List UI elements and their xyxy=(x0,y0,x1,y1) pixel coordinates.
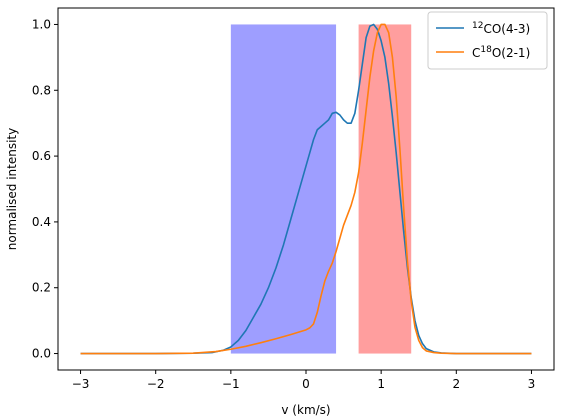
y-tick-label: 0.4 xyxy=(32,215,51,229)
shaded-band-1 xyxy=(230,24,337,354)
y-axis-label: normalised intensity xyxy=(5,128,19,250)
y-axis-ticks: 0.0 0.2 0.4 0.6 0.8 1.0 xyxy=(32,17,58,361)
series-line-2 xyxy=(80,23,532,355)
legend-label-2: C18O(2-1) xyxy=(472,45,530,60)
x-tick-label: 0 xyxy=(302,377,310,391)
legend-box xyxy=(427,11,548,70)
y-tick-label: 0.6 xyxy=(32,149,51,163)
x-tick-label: 2 xyxy=(452,377,460,391)
x-tick-label: −3 xyxy=(72,377,90,391)
x-axis-label: v (km/s) xyxy=(281,403,330,417)
y-tick-label: 1.0 xyxy=(32,17,51,31)
x-axis-ticks: −3 −2 −1 0 1 2 3 xyxy=(72,370,536,391)
y-tick-label: 0.8 xyxy=(32,83,51,97)
legend-label-1: 12CO(4-3) xyxy=(472,21,530,36)
x-tick-label: −1 xyxy=(222,377,240,391)
shaded-bands xyxy=(230,24,412,354)
y-tick-label: 0.2 xyxy=(32,281,51,295)
x-tick-label: 1 xyxy=(377,377,385,391)
series-lines xyxy=(80,23,532,355)
x-tick-label: 3 xyxy=(528,377,536,391)
legend: 12CO(4-3) C18O(2-1) xyxy=(427,11,548,70)
x-tick-label: −2 xyxy=(147,377,165,391)
y-tick-label: 0.0 xyxy=(32,347,51,361)
shaded-band-2 xyxy=(358,24,412,354)
